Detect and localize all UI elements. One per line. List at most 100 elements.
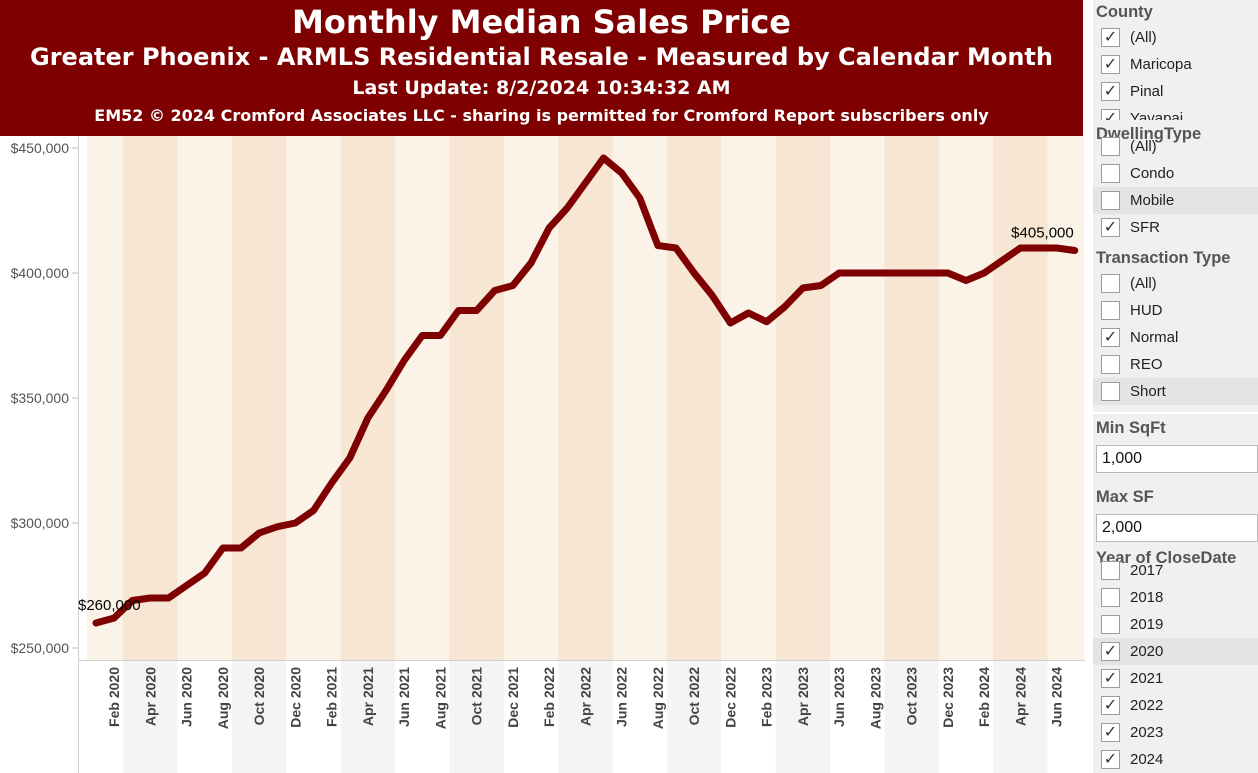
data-point[interactable] [1017, 244, 1024, 252]
filter-option[interactable]: Mobile [1093, 187, 1258, 214]
checkbox[interactable] [1101, 669, 1120, 688]
checkbox[interactable] [1101, 642, 1120, 661]
data-point[interactable] [600, 154, 607, 162]
data-point[interactable] [201, 569, 208, 577]
filter-option[interactable]: Pinal [1093, 78, 1258, 105]
data-point[interactable] [545, 224, 553, 232]
filter-option[interactable]: 2019 [1093, 611, 1258, 638]
checkbox[interactable] [1101, 191, 1120, 210]
data-point[interactable] [255, 529, 263, 537]
max-sf-input[interactable]: 2,000 [1096, 514, 1258, 542]
x-tick-label: Apr 2020 [142, 667, 158, 726]
data-point[interactable] [636, 194, 643, 202]
filter-option[interactable]: (All) [1093, 24, 1258, 51]
data-point[interactable] [672, 244, 680, 252]
data-point[interactable] [509, 282, 517, 289]
data-point[interactable] [437, 332, 444, 339]
filter-option[interactable]: 2018 [1093, 584, 1258, 611]
data-point[interactable] [527, 259, 535, 267]
data-point[interactable] [654, 242, 662, 249]
checkbox[interactable] [1101, 28, 1120, 47]
data-point[interactable] [799, 284, 807, 292]
data-point[interactable] [310, 507, 317, 514]
filter-option[interactable]: Short [1093, 378, 1258, 405]
data-point[interactable] [274, 523, 281, 530]
filter-option[interactable]: Condo [1093, 160, 1258, 187]
data-point[interactable] [491, 287, 498, 294]
data-point[interactable] [564, 204, 571, 212]
filter-option[interactable]: 2023 [1093, 719, 1258, 746]
data-point[interactable] [473, 307, 480, 314]
checkbox[interactable] [1101, 588, 1120, 607]
data-point[interactable] [890, 269, 897, 277]
filter-option[interactable]: Normal [1093, 324, 1258, 351]
data-point[interactable] [727, 319, 734, 327]
data-point[interactable] [1071, 247, 1078, 254]
checkbox[interactable] [1101, 137, 1120, 156]
filter-option[interactable]: SFR [1093, 214, 1258, 241]
checkbox[interactable] [1101, 355, 1120, 374]
data-point[interactable] [763, 318, 770, 325]
data-point[interactable] [709, 292, 716, 299]
data-point[interactable] [92, 619, 100, 627]
data-point[interactable] [364, 414, 372, 422]
data-point[interactable] [1035, 244, 1042, 252]
data-point[interactable] [1053, 244, 1060, 252]
data-point[interactable] [129, 597, 136, 604]
data-point[interactable] [999, 257, 1006, 264]
data-point[interactable] [328, 479, 335, 487]
checkbox[interactable] [1101, 328, 1120, 347]
data-point[interactable] [835, 269, 843, 277]
checkbox[interactable] [1101, 723, 1120, 742]
data-point[interactable] [618, 169, 625, 177]
filter-option[interactable]: 2022 [1093, 692, 1258, 719]
data-point[interactable] [346, 454, 353, 462]
checkbox[interactable] [1101, 274, 1120, 293]
filter-option[interactable]: Maricopa [1093, 51, 1258, 78]
data-point[interactable] [419, 332, 426, 339]
checkbox[interactable] [1101, 109, 1120, 120]
data-point[interactable] [690, 269, 698, 277]
data-point[interactable] [908, 269, 915, 277]
data-point[interactable] [854, 269, 861, 277]
filter-option[interactable]: (All) [1093, 270, 1258, 297]
checkbox[interactable] [1101, 561, 1120, 580]
data-point[interactable] [872, 269, 879, 277]
filter-option[interactable]: REO [1093, 351, 1258, 378]
data-point[interactable] [455, 307, 462, 314]
checkbox[interactable] [1101, 615, 1120, 634]
filter-option[interactable]: HUD [1093, 297, 1258, 324]
checkbox[interactable] [1101, 301, 1120, 320]
data-point[interactable] [745, 309, 752, 317]
checkbox[interactable] [1101, 55, 1120, 74]
data-point[interactable] [400, 357, 408, 364]
data-point[interactable] [980, 269, 988, 277]
checkbox[interactable] [1101, 696, 1120, 715]
filter-option[interactable]: Yavapai [1093, 105, 1258, 120]
filter-option[interactable]: 2021 [1093, 665, 1258, 692]
checkbox[interactable] [1101, 750, 1120, 769]
data-point[interactable] [237, 544, 245, 552]
data-point[interactable] [183, 582, 190, 589]
data-point[interactable] [582, 179, 589, 187]
data-point[interactable] [292, 519, 299, 527]
filter-option[interactable]: 2020 [1093, 638, 1258, 665]
checkbox[interactable] [1101, 382, 1120, 401]
filter-option[interactable]: 2017 [1093, 557, 1258, 584]
data-point[interactable] [382, 387, 390, 394]
data-point[interactable] [781, 303, 788, 310]
data-point[interactable] [219, 544, 227, 552]
data-point[interactable] [926, 269, 933, 277]
min-sqft-input[interactable]: 1,000 [1096, 445, 1258, 473]
checkbox[interactable] [1101, 218, 1120, 237]
data-point[interactable] [817, 282, 825, 289]
data-point[interactable] [165, 594, 172, 602]
filter-option[interactable]: (All) [1093, 133, 1258, 160]
data-point[interactable] [147, 594, 154, 602]
checkbox[interactable] [1101, 82, 1120, 101]
checkbox[interactable] [1101, 164, 1120, 183]
data-point[interactable] [962, 277, 970, 284]
data-point[interactable] [944, 269, 952, 277]
data-point[interactable] [110, 614, 118, 622]
filter-option[interactable]: 2024 [1093, 746, 1258, 773]
